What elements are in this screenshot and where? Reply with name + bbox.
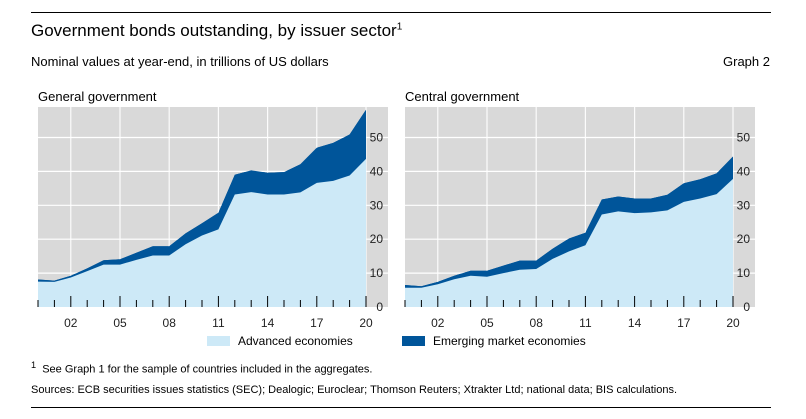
y-tick-label: 30 — [370, 198, 384, 212]
panel-title-general: General government — [38, 89, 157, 104]
y-tick-label: 10 — [370, 266, 384, 280]
graph-title: Government bonds outstanding, by issuer … — [31, 21, 402, 41]
title-footnote-marker: 1 — [396, 21, 403, 33]
legend-label-advanced: Advanced economies — [238, 334, 353, 348]
x-tick-label: 14 — [628, 316, 642, 330]
graph-subtitle: Nominal values at year-end, in trillions… — [31, 54, 329, 69]
area-advanced-economies-fill — [405, 178, 733, 307]
y-tick-label: 20 — [370, 232, 384, 246]
x-tick-label: 02 — [431, 316, 445, 330]
x-tick-label: 20 — [726, 316, 740, 330]
x-tick-label: 14 — [261, 316, 275, 330]
y-tick-label: 10 — [737, 266, 751, 280]
chart-general-government: 0 10 20 30 40 50 02 05 08 11 14 17 20 — [37, 107, 388, 330]
title-text: Government bonds outstanding, by issuer … — [31, 21, 397, 40]
y-tick-label: 50 — [370, 131, 384, 145]
chart-central-government: 0 10 20 30 40 50 02 05 08 11 14 17 20 — [404, 107, 755, 330]
x-tick-label: 17 — [677, 316, 691, 330]
sources: Sources: ECB securities issues statistic… — [31, 384, 678, 396]
legend-swatch-emerging — [402, 336, 425, 346]
x-tick-label: 17 — [310, 316, 324, 330]
x-tick-label: 02 — [64, 316, 78, 330]
top-rule — [31, 12, 771, 13]
panel-title-central: Central government — [405, 89, 520, 104]
graph-number: Graph 2 — [723, 54, 770, 69]
y-tick-label: 0 — [743, 300, 750, 314]
y-tick-label: 40 — [370, 164, 384, 178]
y-tick-label: 0 — [376, 300, 383, 314]
legend-item-emerging: Emerging market economies — [402, 334, 586, 348]
area-advanced-economies-fill — [38, 158, 366, 307]
x-tick-label: 08 — [163, 316, 177, 330]
legend-swatch-advanced — [207, 336, 230, 346]
x-tick-label: 05 — [480, 316, 494, 330]
footnote: 1 See Graph 1 for the sample of countrie… — [31, 360, 372, 376]
legend-label-emerging: Emerging market economies — [433, 334, 586, 348]
legend-item-advanced: Advanced economies — [207, 334, 353, 348]
y-tick-label: 50 — [737, 131, 751, 145]
bottom-rule — [31, 407, 771, 408]
y-tick-label: 30 — [737, 198, 751, 212]
x-tick-label: 08 — [530, 316, 544, 330]
x-tick-label: 11 — [212, 316, 225, 330]
y-tick-label: 20 — [737, 232, 751, 246]
footnote-marker: 1 — [31, 360, 37, 370]
footnote-text: See Graph 1 for the sample of countries … — [42, 363, 373, 376]
x-tick-label: 11 — [579, 316, 592, 330]
x-tick-label: 20 — [359, 316, 373, 330]
y-tick-label: 40 — [737, 164, 751, 178]
x-tick-label: 05 — [113, 316, 127, 330]
